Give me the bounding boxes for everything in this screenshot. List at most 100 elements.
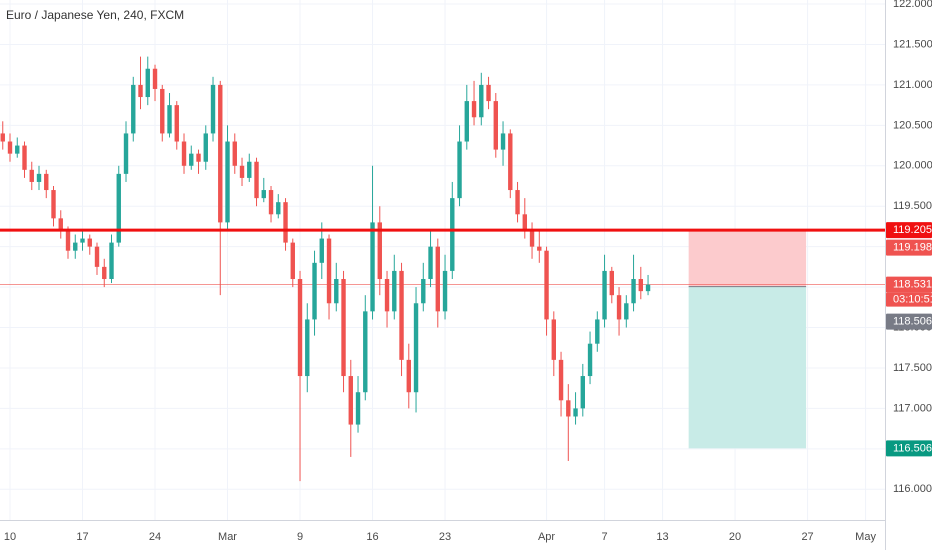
target-zone (688, 286, 807, 449)
candle-body (232, 141, 237, 166)
candle-body (558, 359, 564, 401)
x-tick-label: 23 (439, 531, 451, 543)
candle-body (189, 153, 194, 166)
stop-price: 119.198 (893, 242, 932, 254)
candle-body (435, 246, 440, 312)
candle-body (196, 153, 201, 162)
candle-body (283, 202, 288, 243)
candle-body (442, 270, 448, 312)
candle-body (638, 279, 644, 292)
candle-body (29, 169, 34, 182)
candle-body (131, 84, 136, 134)
candle-body (160, 88, 165, 134)
candle-body (326, 238, 332, 304)
candle-body (174, 105, 179, 142)
countdown-bg (886, 292, 932, 307)
candle-body (145, 68, 150, 98)
candle-body (370, 222, 375, 312)
candle-body (312, 262, 317, 320)
target-price-bg (886, 440, 932, 457)
x-tick-label: 24 (149, 531, 161, 543)
y-tick-label: 117.000 (893, 402, 932, 414)
candle-body (123, 133, 129, 174)
candle-body (392, 270, 397, 312)
candle-body (508, 133, 513, 191)
candle-body (587, 343, 593, 377)
candle-body (254, 161, 259, 199)
candle-body (609, 270, 614, 296)
candle-body (51, 190, 56, 219)
y-tick-label: 120.500 (893, 119, 932, 131)
candle-body (566, 400, 571, 417)
candle-body (616, 295, 622, 320)
candle-body (428, 246, 433, 280)
candle-body (15, 145, 20, 154)
candle-body (73, 242, 78, 251)
y-tick-label: 116.000 (893, 483, 932, 495)
plot-area (0, 56, 885, 482)
candle-body (203, 133, 208, 162)
x-tick-label: 9 (297, 531, 303, 543)
last-price: 118.531 (893, 278, 932, 290)
countdown: 03:10:51 (893, 293, 932, 305)
x-tick-label: 13 (656, 531, 668, 543)
candle-body (421, 279, 426, 304)
candle-body (0, 133, 5, 142)
candle-body (413, 303, 419, 393)
candle-body (247, 161, 252, 178)
candle-body (384, 279, 390, 312)
candle-body (522, 214, 527, 231)
candle-body (319, 238, 324, 263)
candle-body (493, 101, 498, 150)
candle-body (167, 105, 172, 134)
candle-body (290, 242, 295, 280)
candle-body (406, 359, 411, 393)
candle-body (7, 141, 13, 154)
stop-price-bg (886, 239, 932, 256)
candle-body (580, 376, 585, 409)
candle-body (276, 202, 281, 215)
candle-body (138, 84, 143, 98)
y-tick-label: 119.500 (893, 200, 932, 212)
x-tick-label: May (855, 531, 876, 543)
candle-body (573, 408, 578, 417)
candle-body (377, 222, 382, 280)
x-tick-label: 20 (729, 531, 741, 543)
entry-price-bg (886, 313, 932, 330)
entry-price: 118.506 (893, 316, 932, 328)
candle-body (297, 279, 303, 377)
candle-body (116, 173, 121, 243)
candle-body (65, 230, 71, 251)
candle-body (355, 392, 361, 425)
candle-body (399, 270, 404, 360)
candle-body (471, 101, 477, 118)
candle-body (109, 242, 114, 280)
horizontal-line-price: 119.205 (893, 224, 932, 236)
candle-body (624, 303, 629, 320)
target-price: 116.506 (893, 442, 932, 454)
y-tick-label: 117.500 (893, 362, 932, 374)
x-tick-label: 16 (366, 531, 378, 543)
candle-body (305, 319, 310, 377)
candle-body (500, 133, 506, 150)
candle-body (457, 141, 462, 199)
candle-body (152, 68, 158, 89)
candle-body (515, 190, 520, 215)
candle-body (210, 84, 216, 134)
candle-body (363, 311, 368, 393)
candle-body (94, 246, 100, 267)
candle-body (645, 284, 651, 292)
candle-body (486, 84, 491, 102)
candle-body (348, 376, 353, 425)
candle-body (80, 238, 85, 243)
candle-body (181, 141, 187, 166)
last-price-bg (886, 276, 932, 293)
candle-body (102, 266, 107, 280)
x-tick-label: Apr (538, 531, 555, 543)
candle-body (602, 270, 607, 320)
candle-body (87, 238, 92, 247)
candle-body (551, 319, 556, 360)
candle-body (225, 141, 230, 223)
candle-body (36, 173, 42, 182)
